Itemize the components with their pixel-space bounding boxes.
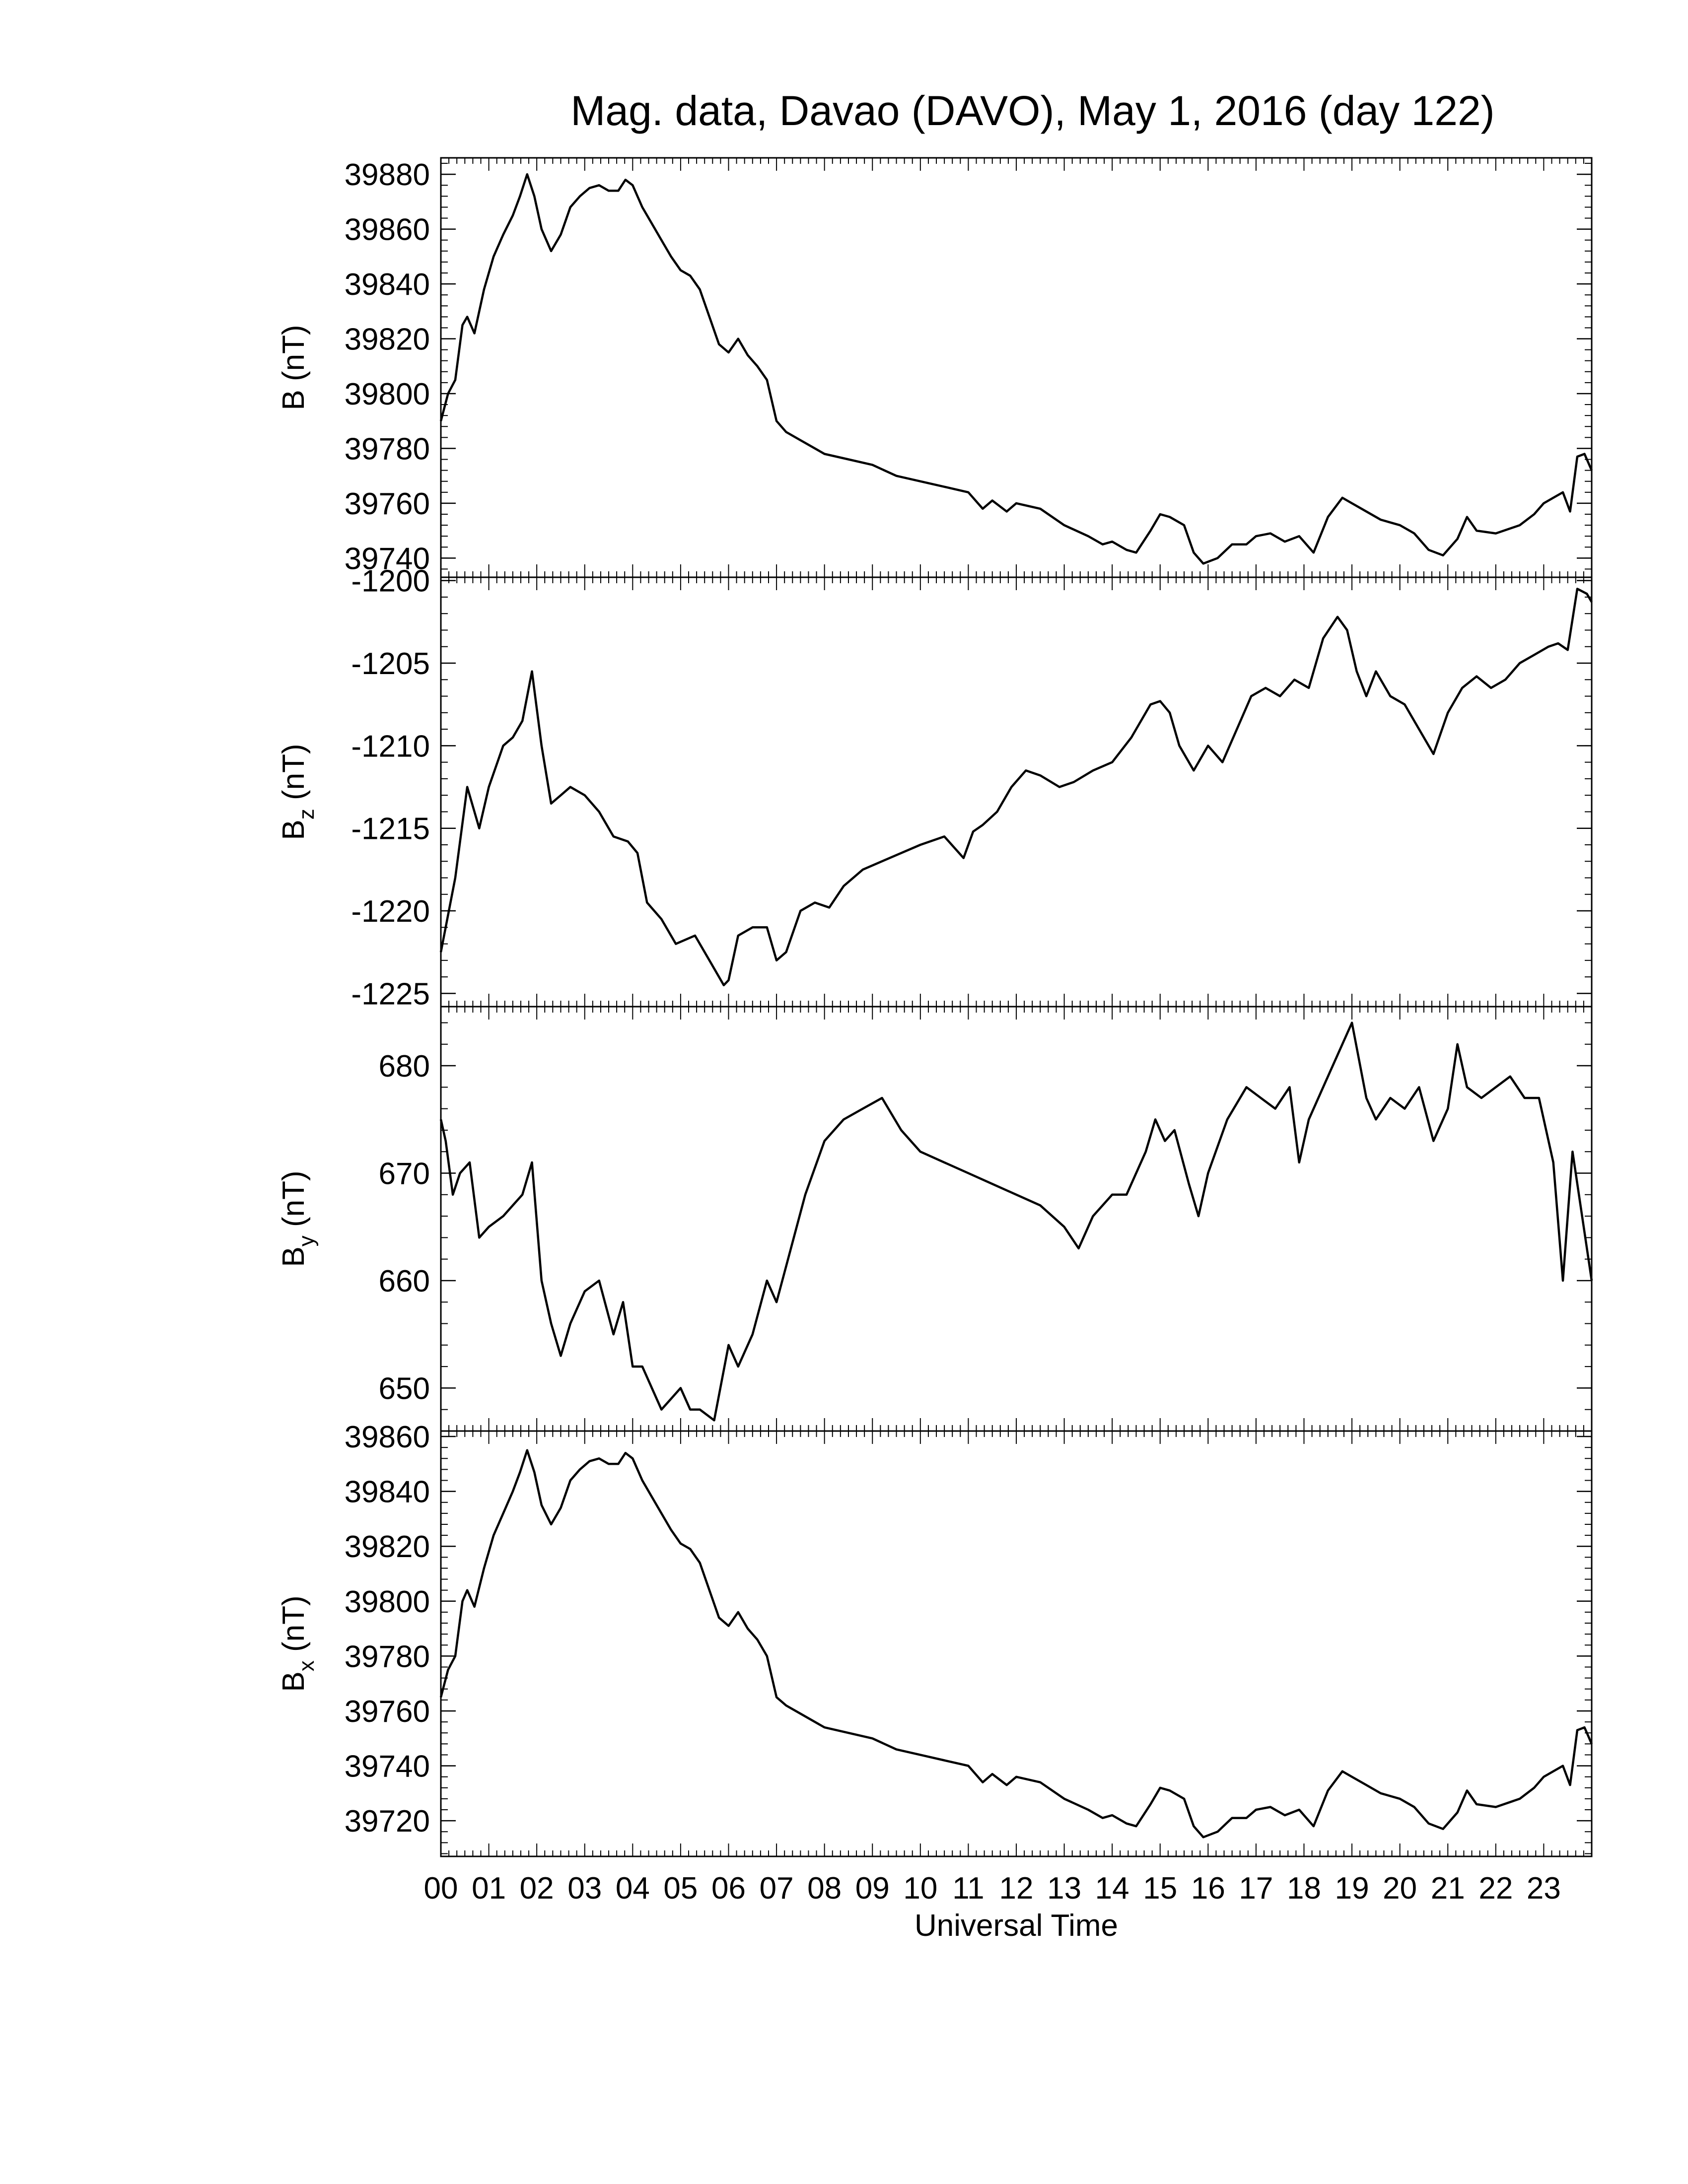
series-line-Bz <box>439 588 1593 987</box>
y-axis-label-B: B (nT) <box>277 325 311 410</box>
x-tick-label: 18 <box>1287 1871 1321 1906</box>
x-tick-label: 00 <box>424 1871 458 1906</box>
y-axis-label-Bx: Bx (nT) <box>277 1595 319 1692</box>
panel-frame-B <box>440 157 1593 578</box>
panel-frame-Bz <box>440 576 1593 1008</box>
y-tick-label: 39740 <box>345 542 430 576</box>
y-tick-label: 650 <box>379 1371 430 1406</box>
chart-title: Mag. data, Davao (DAVO), May 1, 2016 (da… <box>570 87 1495 134</box>
x-tick-label: 12 <box>999 1871 1034 1906</box>
y-tick-label: 39780 <box>345 1639 430 1674</box>
y-tick-label: -1205 <box>351 647 430 681</box>
y-axis-label-By: By (nT) <box>277 1170 319 1267</box>
x-tick-label: 05 <box>663 1871 698 1906</box>
y-tick-label: 39800 <box>345 1585 430 1619</box>
x-tick-label: 07 <box>760 1871 794 1906</box>
x-tick-label: 20 <box>1383 1871 1417 1906</box>
y-tick-label: 39800 <box>345 377 430 411</box>
y-tick-label: -1215 <box>351 812 430 846</box>
x-tick-label: 01 <box>472 1871 506 1906</box>
x-tick-label: 22 <box>1478 1871 1513 1906</box>
x-tick-label: 13 <box>1047 1871 1081 1906</box>
x-tick-label: 04 <box>616 1871 650 1906</box>
y-tick-label: 39860 <box>345 213 430 247</box>
y-tick-label: 39820 <box>345 323 430 357</box>
y-tick-label: 660 <box>379 1264 430 1298</box>
y-tick-label: 39840 <box>345 1475 430 1509</box>
series-line-By <box>439 1022 1593 1422</box>
x-tick-label: 19 <box>1335 1871 1369 1906</box>
x-tick-label: 02 <box>520 1871 554 1906</box>
x-tick-label: 09 <box>855 1871 890 1906</box>
x-axis-label: Universal Time <box>914 1909 1118 1943</box>
x-tick-label: 11 <box>952 1871 984 1906</box>
y-tick-label: -1225 <box>351 977 430 1011</box>
y-tick-label: 39840 <box>345 268 430 302</box>
x-tick-label: 06 <box>711 1871 746 1906</box>
panel-frame-By <box>440 1006 1593 1432</box>
y-tick-label: -1220 <box>351 894 430 929</box>
y-tick-label: -1210 <box>351 729 430 763</box>
y-tick-label: 39760 <box>345 487 430 521</box>
x-tick-label: 08 <box>807 1871 842 1906</box>
y-axis-label-Bz: Bz (nT) <box>277 744 319 840</box>
x-tick-label: 21 <box>1431 1871 1465 1906</box>
x-tick-label: 16 <box>1191 1871 1225 1906</box>
x-tick-label: 17 <box>1239 1871 1273 1906</box>
series-line-Bx <box>439 1449 1593 1839</box>
y-tick-label: 680 <box>379 1049 430 1084</box>
x-tick-label: 23 <box>1527 1871 1561 1906</box>
y-tick-label: 39760 <box>345 1695 430 1729</box>
x-tick-label: 03 <box>567 1871 602 1906</box>
x-tick-label: 15 <box>1143 1871 1177 1906</box>
x-tick-label: 14 <box>1095 1871 1129 1906</box>
y-tick-label: 670 <box>379 1157 430 1191</box>
y-tick-label: -1200 <box>351 564 430 599</box>
y-tick-label: 39780 <box>345 432 430 466</box>
series-line-B <box>439 173 1593 565</box>
panel-frame-Bx <box>440 1430 1593 1857</box>
x-tick-label: 10 <box>903 1871 937 1906</box>
y-tick-label: 39720 <box>345 1804 430 1839</box>
y-tick-label: 39740 <box>345 1750 430 1784</box>
y-tick-label: 39820 <box>345 1530 430 1564</box>
y-tick-label: 39860 <box>345 1420 430 1454</box>
y-tick-label: 39880 <box>345 158 430 192</box>
